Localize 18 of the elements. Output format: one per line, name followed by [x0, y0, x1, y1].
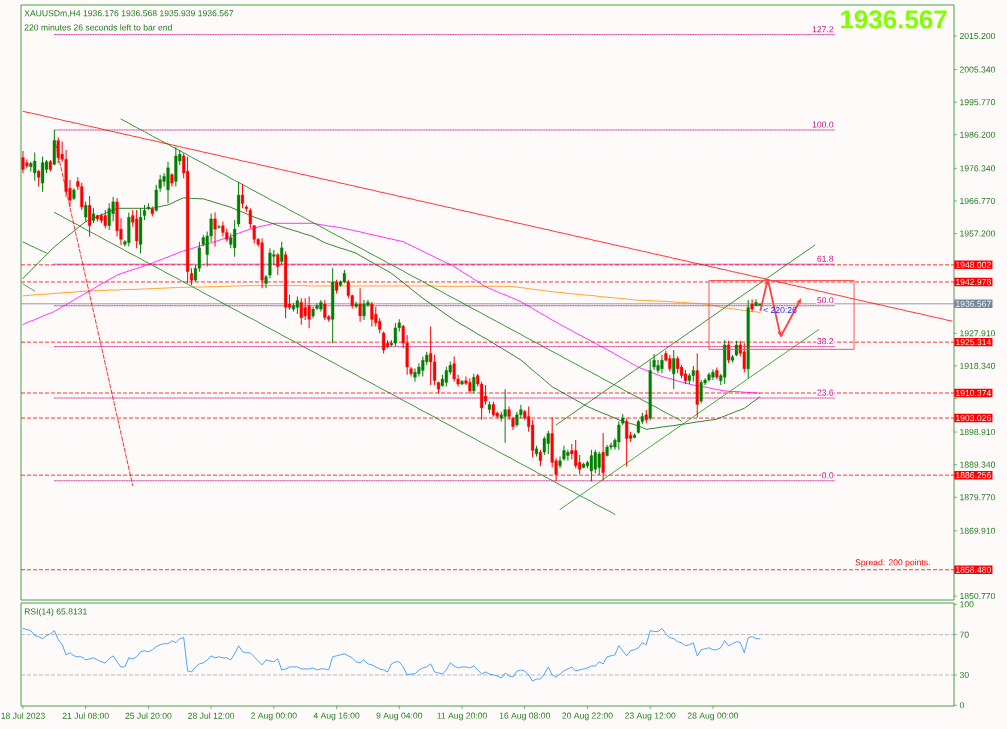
y-tick-label: 70 [959, 631, 969, 638]
x-tick-label: 28 Jul 12:00 [188, 712, 235, 719]
x-tick-label: 28 Aug 00:00 [687, 712, 739, 721]
x-tick-label: 23 Aug 12:00 [625, 712, 676, 721]
x-tick-label: 4 Aug 16:00 [313, 712, 360, 721]
x-tick-label: 9 Aug 04:00 [376, 712, 423, 721]
x-tick-label: 11 Aug 20:00 [437, 712, 487, 721]
x-tick-label: 20 Aug 22:00 [562, 712, 613, 721]
x-tick-label: 16 Aug 08:00 [499, 712, 550, 721]
x-tick-label: 2 Aug 00:00 [251, 712, 297, 721]
text: RSI(14) 65.8131 [24, 608, 87, 617]
x-tick-label: 21 Jul 08:00 [62, 712, 109, 719]
candlestick [21, 150, 25, 174]
y-tick-label: 0 [959, 702, 964, 709]
y-tick-label: 100 [960, 601, 974, 608]
x-tick-label: 18 Jul 2023 [1, 712, 45, 719]
y-tick-label: 30 [959, 671, 969, 679]
x-tick-label: 25 Jul 20:00 [125, 712, 172, 719]
